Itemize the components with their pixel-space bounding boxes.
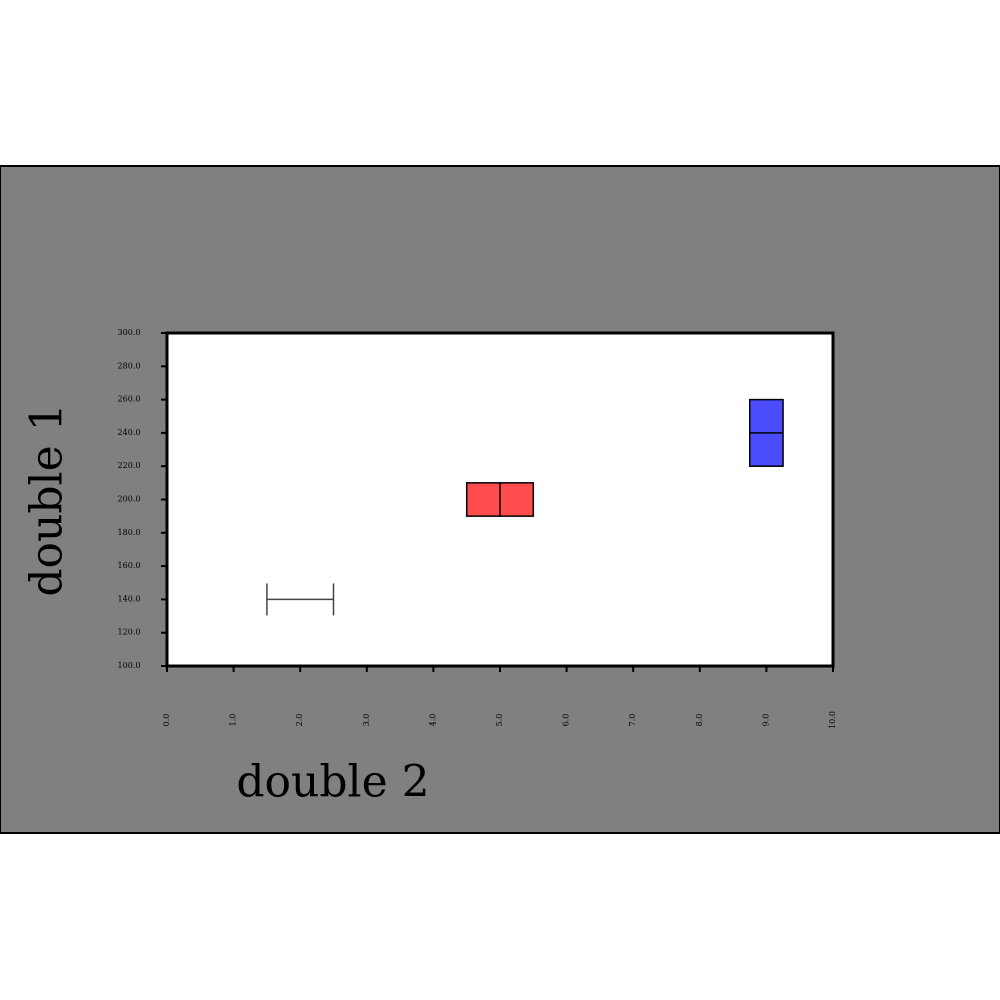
y-axis-label: double 1 [22,403,73,596]
x-axis-label: double 2 [236,757,429,808]
y-tick-label: 260.0 [118,395,141,404]
y-tick-label: 280.0 [118,361,141,370]
x-tick-label: 4.0 [428,714,437,727]
y-tick-label: 180.0 [118,528,141,537]
y-tick-label: 140.0 [118,594,141,603]
y-tick-label: 100.0 [118,661,141,670]
x-tick-label: 7.0 [628,714,637,727]
y-tick-label: 200.0 [118,495,141,504]
x-tick-label: 0.0 [162,714,171,727]
y-tick-label: 120.0 [118,628,141,637]
y-tick-label: 160.0 [118,561,141,570]
x-tick-label: 2.0 [295,714,304,727]
x-tick-label: 10.0 [828,711,837,729]
x-tick-label: 6.0 [562,714,571,727]
x-tick-label: 1.0 [229,714,238,727]
y-tick-label: 220.0 [118,461,141,470]
y-tick-label: 240.0 [118,428,141,437]
x-tick-label: 8.0 [695,714,704,727]
x-tick-label: 5.0 [495,714,504,727]
y-tick-label: 300.0 [118,328,141,337]
x-tick-label: 9.0 [761,714,770,727]
x-tick-label: 3.0 [362,714,371,727]
